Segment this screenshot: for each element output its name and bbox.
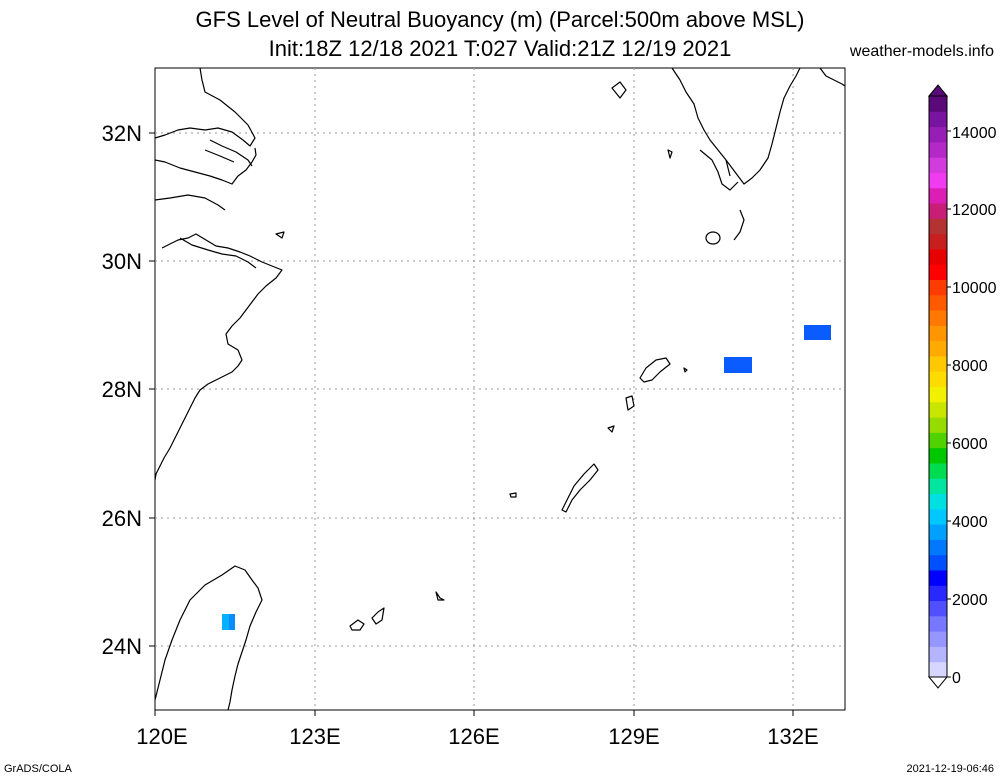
colorbar-segment bbox=[929, 462, 947, 479]
lon-label-120e: 120E bbox=[136, 724, 187, 749]
island-tanegashima bbox=[733, 209, 745, 241]
colorbar-segment bbox=[929, 218, 947, 235]
colorbar-label-10000: 10000 bbox=[952, 280, 997, 297]
colorbar-label-4000: 4000 bbox=[952, 514, 988, 531]
data-cell-east-1 bbox=[724, 357, 752, 373]
island-iriomote bbox=[349, 619, 365, 631]
colorbar-segment bbox=[929, 233, 947, 250]
coastline-hangzhou-bay bbox=[179, 237, 257, 269]
island-amami bbox=[639, 357, 671, 383]
colorbar-segment bbox=[929, 355, 947, 372]
colorbar-top-arrow bbox=[927, 84, 949, 97]
coastline-kyushu-south bbox=[699, 149, 739, 191]
lat-label-30n: 30N bbox=[102, 249, 142, 274]
colorbar-segment bbox=[929, 203, 947, 219]
colorbar-segment bbox=[929, 539, 947, 556]
lon-label-129e: 129E bbox=[608, 724, 659, 749]
colorbar-segment bbox=[929, 248, 947, 265]
island-small-1 bbox=[683, 367, 688, 373]
colorbar-segment bbox=[929, 294, 947, 311]
colorbar-label-0: 0 bbox=[952, 670, 961, 687]
footer-software: GrADS/COLA bbox=[4, 763, 72, 775]
lon-label-132e: 132E bbox=[767, 724, 818, 749]
lat-label-26n: 26N bbox=[102, 506, 142, 531]
lat-label-32n: 32N bbox=[102, 121, 142, 146]
colorbar-segment bbox=[929, 172, 947, 189]
colorbar-segment bbox=[929, 279, 947, 296]
axis-ticks bbox=[149, 132, 794, 716]
colorbar-segment bbox=[929, 631, 947, 647]
colorbar-segment bbox=[929, 432, 947, 449]
island-tokunoshima bbox=[625, 395, 635, 411]
colorbar-segment bbox=[929, 386, 947, 403]
lat-label-28n: 28N bbox=[102, 377, 142, 402]
data-cell-east-2 bbox=[804, 325, 831, 340]
colorbar-segment bbox=[929, 508, 947, 525]
colorbar-segment bbox=[929, 554, 947, 571]
colorbar-segment bbox=[929, 340, 947, 357]
island-okinawa bbox=[561, 463, 599, 513]
colorbar-segment bbox=[929, 447, 947, 464]
colorbar-segment bbox=[929, 401, 947, 418]
colorbar-segment bbox=[929, 524, 947, 540]
colorbar-segment bbox=[929, 493, 947, 510]
colorbar-segment bbox=[929, 325, 947, 342]
colorbar-segment bbox=[929, 417, 947, 433]
island-miyako bbox=[435, 591, 445, 601]
coastline-kyushu bbox=[671, 67, 801, 185]
colorbar-segment bbox=[929, 478, 947, 495]
gridlines bbox=[155, 68, 845, 710]
colorbar-segment bbox=[929, 111, 947, 128]
island-yoron bbox=[607, 425, 615, 433]
colorbar-segment bbox=[929, 96, 947, 112]
colorbar-label-2000: 2000 bbox=[952, 592, 988, 609]
colorbar-label-6000: 6000 bbox=[952, 436, 988, 453]
island-small-2 bbox=[611, 81, 627, 99]
colorbar-segment bbox=[929, 600, 947, 617]
lon-label-123e: 123E bbox=[289, 724, 340, 749]
coastline-upper-right bbox=[819, 67, 846, 87]
footer-timestamp: 2021-12-19-06:46 bbox=[906, 763, 994, 775]
lon-label-126e: 126E bbox=[448, 724, 499, 749]
colorbar-label-8000: 8000 bbox=[952, 358, 988, 375]
colorbar-segment bbox=[929, 126, 947, 143]
colorbar-segment bbox=[929, 646, 947, 663]
island-yakushima bbox=[705, 231, 721, 245]
site-credit: weather-models.info bbox=[849, 43, 994, 60]
colorbar-segment bbox=[929, 615, 947, 632]
colorbar-label-12000: 12000 bbox=[952, 202, 997, 219]
coastline-yangtze bbox=[204, 139, 253, 167]
colorbar-segment bbox=[929, 569, 947, 586]
chart-title-line1: GFS Level of Neutral Buoyancy (m) (Parce… bbox=[195, 7, 805, 32]
island-small-4 bbox=[275, 231, 285, 239]
colorbar-segment bbox=[929, 157, 947, 173]
coastline-taiwan bbox=[154, 565, 263, 711]
colorbar-segment bbox=[929, 264, 947, 280]
colorbar bbox=[928, 95, 951, 678]
colorbar-segment bbox=[929, 585, 947, 602]
island-small-3 bbox=[667, 149, 673, 159]
island-kume bbox=[509, 492, 517, 498]
coastline-china bbox=[154, 67, 283, 481]
chart-title-line2: Init:18Z 12/18 2021 T:027 Valid:21Z 12/1… bbox=[268, 36, 732, 61]
lat-label-24n: 24N bbox=[102, 634, 142, 659]
island-ishigaki bbox=[371, 607, 385, 625]
colorbar-segment bbox=[929, 371, 947, 387]
colorbar-segment bbox=[929, 661, 947, 678]
data-cell-taiwan-shade bbox=[222, 614, 229, 630]
colorbar-bottom-arrow bbox=[927, 676, 949, 689]
colorbar-label-14000: 14000 bbox=[952, 125, 997, 142]
colorbar-segment bbox=[929, 310, 947, 326]
colorbar-segment bbox=[929, 141, 947, 158]
colorbar-segment bbox=[929, 187, 947, 204]
